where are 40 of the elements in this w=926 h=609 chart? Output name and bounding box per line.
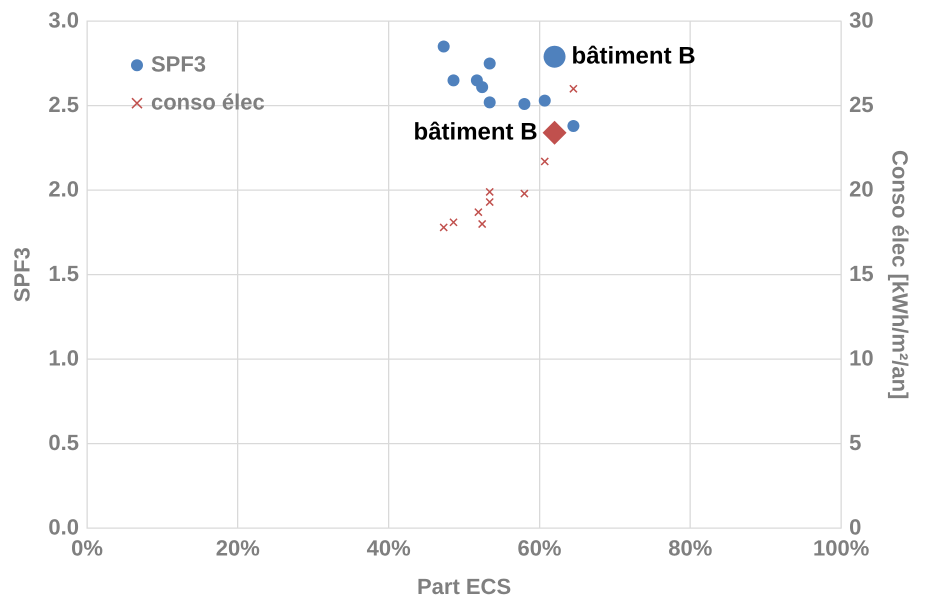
annotation: bâtiment B [414, 118, 538, 146]
point [484, 96, 496, 108]
point [474, 208, 483, 216]
point [438, 40, 450, 53]
y-tick-label: 3.0 [48, 7, 79, 32]
point [538, 94, 551, 107]
y2-tick-label: 20 [849, 176, 874, 202]
y-tick-label: 2.0 [48, 176, 79, 202]
y-tick-label: 0.5 [48, 430, 79, 455]
point [476, 81, 488, 94]
point [542, 120, 567, 145]
y2-axis-title: Conso élec [kWh/m²/an] [888, 150, 913, 400]
point [518, 98, 530, 110]
y2-tick-label: 10 [849, 345, 874, 370]
x-axis-title: Part ECS [416, 574, 512, 599]
point [478, 220, 486, 228]
x-tick-label: 80% [668, 535, 712, 560]
x-tick-label: 20% [216, 535, 260, 560]
annotation: bâtiment B [572, 42, 696, 70]
legend-label: conso élec [150, 89, 265, 114]
y2-tick-label: 5 [849, 430, 862, 455]
point [439, 223, 448, 232]
point [540, 157, 550, 166]
x-tick-label: 60% [517, 535, 562, 560]
y-axis-title: SPF3 [9, 247, 34, 302]
point [449, 218, 458, 227]
y2-tick-label: 30 [849, 7, 874, 32]
y2-tick-label: 15 [849, 260, 874, 286]
point [448, 74, 460, 86]
x-tick-label: 40% [366, 535, 411, 560]
legend-label: SPF3 [150, 51, 206, 76]
point [520, 189, 529, 198]
y2-tick-label: 25 [849, 92, 874, 117]
y-tick-label: 1.0 [48, 345, 79, 370]
point [544, 46, 566, 68]
y-tick-label: 1.5 [48, 260, 79, 286]
point [567, 120, 580, 132]
point [484, 57, 496, 70]
y-tick-label: 2.5 [48, 92, 79, 117]
point [569, 84, 578, 94]
